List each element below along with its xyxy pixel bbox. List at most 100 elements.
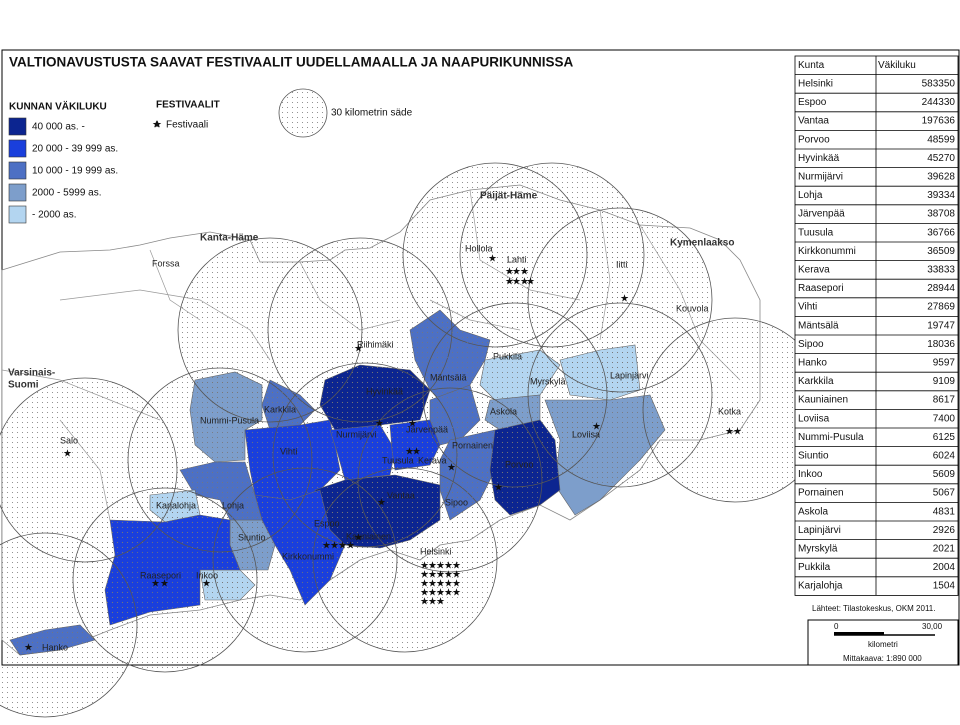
table-cell: 244330 [922,97,956,108]
legend-label: 40 000 as. - [32,122,85,133]
table-cell: Kirkkonummi [798,246,856,257]
legend-label: 20 000 - 39 999 as. [32,144,118,155]
festival-star: ★ [354,344,363,355]
legend-swatch [8,183,27,202]
scale-unit: kilometri [868,640,898,649]
table-cell: Vantaa [798,116,829,127]
festival-star: ★ [520,267,529,278]
radius-symbol [278,88,328,138]
table-cell: Helsinki [798,79,833,90]
table-cell: Järvenpää [798,209,845,220]
place-label: Pornainen [452,440,493,450]
table-cell: Hyvinkää [798,153,840,164]
place-label: Helsinki [420,546,452,556]
table-cell: 5067 [933,488,956,499]
table-cell: 6024 [933,451,956,462]
place-label: Kauniainen [346,531,391,541]
festival-star: ★ [428,588,437,599]
festival-star: ★ [512,267,521,278]
legend-label: 10 000 - 19 999 as. [32,166,118,177]
festival-star: ★ [377,498,386,509]
table-cell: 5609 [933,469,956,480]
place-label: Karkkila [264,404,296,414]
festival-star: ★ [494,483,503,494]
place-label: Pukkila [493,351,522,361]
place-label: Inkoo [196,570,218,580]
table-cell: 2004 [933,562,956,573]
table-cell: Kerava [798,265,830,276]
festival-star: ★ [520,277,529,288]
table-cell: Lapinjärvi [798,525,841,536]
festival-star: ★ [375,419,384,430]
place-label: Nurmijärvi [336,429,377,439]
region-label: Kymenlaakso [670,238,734,249]
radius-circle [212,467,398,653]
festival-star: ★ [452,561,461,572]
table-cell: 38708 [927,209,955,220]
place-label: Tuusula [382,455,414,465]
table-cell: Karjalohja [798,581,843,592]
table-cell: Espoo [798,97,827,108]
table-cell: Karkkila [798,376,834,387]
table-header: Väkiluku [878,60,916,71]
festival-star: ★ [63,449,72,460]
festival-star: ★ [505,277,514,288]
place-label: Kirkkonummi [282,551,334,561]
table-cell: 27869 [927,302,955,313]
festival-star: ★ [526,277,535,288]
festival-star: ★ [420,570,429,581]
festival-star: ★ [436,561,445,572]
scale-bar: 0 30,00 kilometri Mittakaava: 1:890 000 [807,619,959,666]
place-label: Hollola [465,243,493,253]
table-cell: Myrskylä [798,544,838,555]
radius-circle [177,237,363,423]
place-label: Myrskylä [530,376,566,386]
festival-star: ★ [428,579,437,590]
festival-star: ★ [436,579,445,590]
table-cell: 45270 [927,153,955,164]
festival-star: ★ [420,561,429,572]
festival-star: ★ [444,588,453,599]
table-cell: 4831 [933,506,956,517]
legend-swatch [8,205,27,224]
table-cell: Pukkila [798,562,831,573]
place-label: Siuntio [238,532,266,542]
table-cell: Porvoo [798,134,830,145]
place-label: Kouvola [676,303,709,313]
table-cell: Raasepori [798,283,844,294]
festival-star: ★ [330,541,339,552]
table-cell: 36766 [927,227,955,238]
festival-star: ★ [505,267,514,278]
table-cell: 36509 [927,246,955,257]
place-label: Karjalohja [156,500,196,510]
place-label: Salo [60,435,78,445]
festival-star: ★ [447,463,456,474]
place-label: Loviisa [572,429,600,439]
festival-star: ★ [436,597,445,608]
place-label: Nummi-Pusula [200,415,259,425]
festival-star: ★ [405,447,414,458]
festival-star: ★ [420,597,429,608]
festival-star: ★ [420,579,429,590]
festival-star: ★ [322,541,331,552]
table-border [794,55,959,596]
region-label: Varsinais- [8,368,55,379]
festival-star: ★ [488,254,497,265]
festival-legend-title: FESTIVAALIT [156,100,220,111]
radius-label: 30 kilometrin säde [331,108,413,119]
source: Lähteet: Tilastokeskus, OKM 2011. [812,604,935,613]
festival-star: ★ [24,643,33,654]
place-label: Kotka [718,406,741,416]
scale-segment [834,632,884,635]
legend-label: - 2000 as. [32,210,76,221]
scale-end: 30,00 [922,622,943,631]
festival-star: ★ [725,427,734,438]
festival-star: ★ [452,570,461,581]
table-cell: 2926 [933,525,956,536]
region-label: Kanta-Häme [200,233,259,244]
place-label: Kerava [418,455,447,465]
table-cell: Inkoo [798,469,823,480]
place-label: Riihimäki [357,339,394,349]
festival-star: ★ [428,561,437,572]
